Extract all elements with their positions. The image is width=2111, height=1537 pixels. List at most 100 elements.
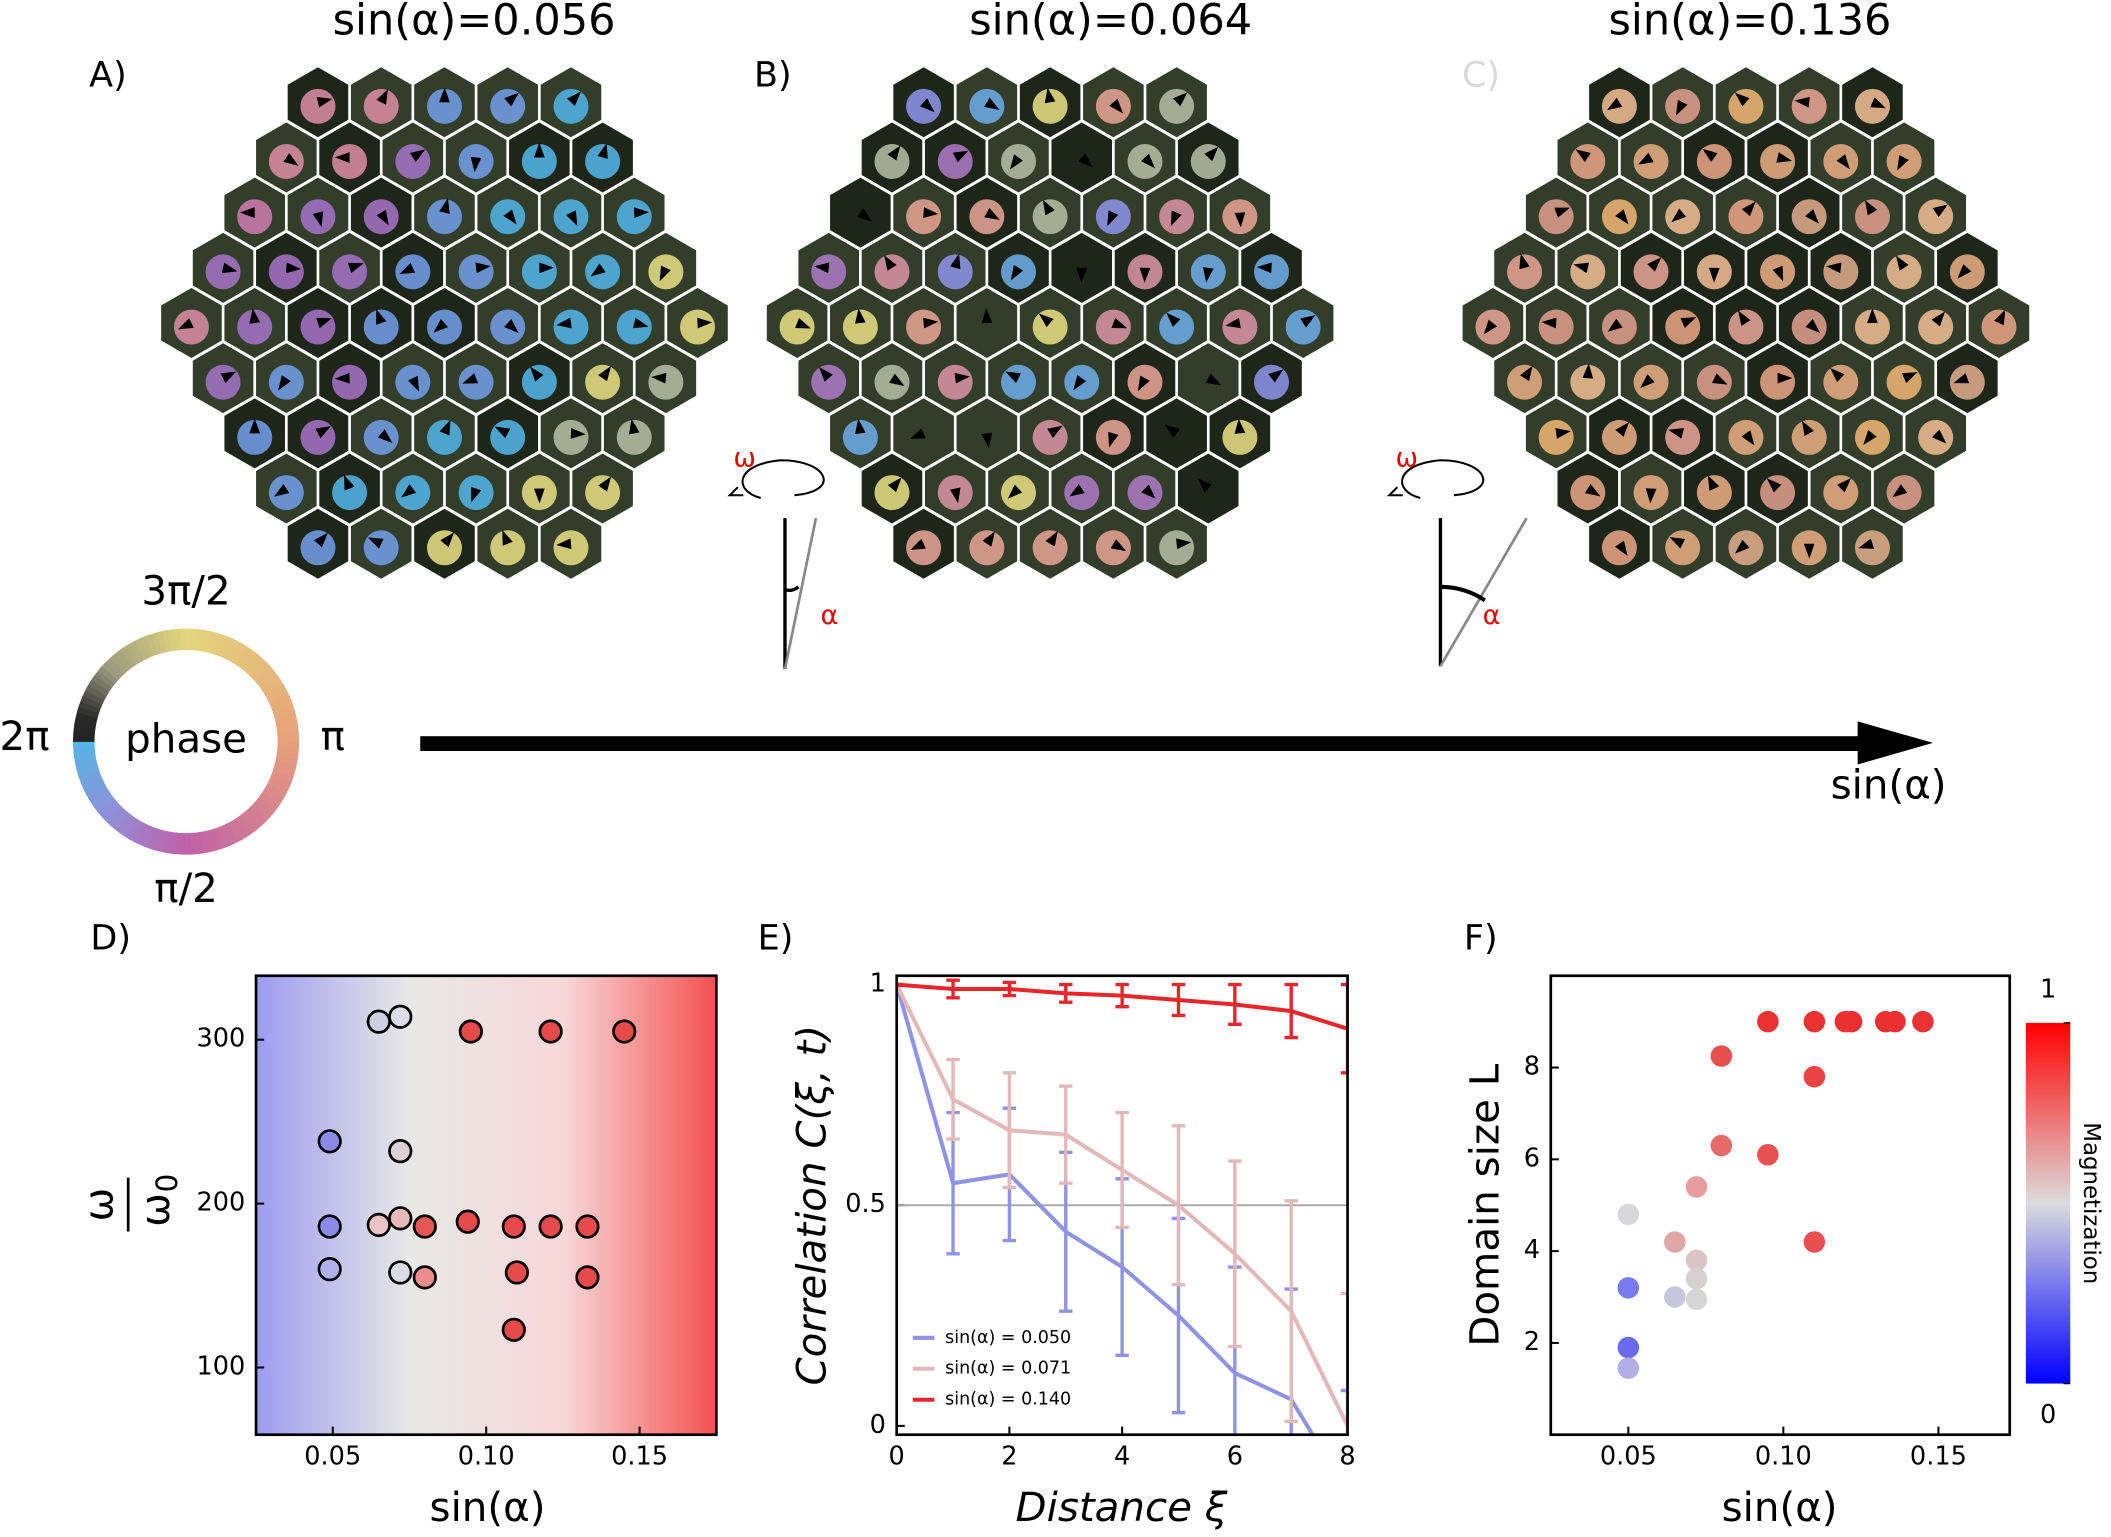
point — [1685, 1267, 1708, 1290]
point — [388, 1206, 413, 1231]
x-tick-label: 0.10 — [1755, 1442, 1812, 1472]
point — [366, 1009, 391, 1034]
point — [1617, 1203, 1640, 1226]
point — [388, 1260, 413, 1285]
point — [388, 1004, 413, 1029]
point — [366, 1212, 391, 1238]
point — [612, 1019, 637, 1044]
point — [1685, 1288, 1708, 1311]
error-bar — [1002, 980, 1017, 998]
point — [575, 1214, 600, 1239]
point — [1617, 1357, 1640, 1379]
point — [1685, 1249, 1708, 1272]
panel-label: C) — [1462, 56, 1500, 96]
error-bar — [1228, 982, 1242, 1026]
y-tick-label: 0 — [870, 1410, 886, 1440]
x-tick-label: 2 — [1001, 1442, 1017, 1472]
point — [1803, 1231, 1826, 1253]
point — [1912, 1010, 1934, 1033]
svg-text:0: 0 — [150, 1174, 184, 1193]
x-axis-label: Distance ξ — [1016, 1484, 1228, 1531]
y-axis-label: ω ω0 — [75, 1174, 184, 1232]
legend-label: sin(α) = 0.071 — [945, 1359, 1071, 1379]
y-tick-label: 8 — [1524, 1052, 1540, 1082]
x-tick-label: 0 — [889, 1442, 905, 1472]
point — [1757, 1143, 1779, 1166]
colorbar-tick-label: 1 — [2040, 975, 2056, 1005]
point — [1840, 1010, 1863, 1033]
plot-area — [896, 978, 1348, 1435]
phase-center-label: phase — [125, 716, 247, 763]
error-bar — [1115, 982, 1129, 1009]
point — [412, 1214, 437, 1239]
plot-frame — [254, 974, 718, 1437]
arrow-label: sin(α) — [1831, 761, 1947, 808]
error-bar — [1171, 1124, 1186, 1287]
point — [388, 1139, 413, 1164]
point — [1803, 1065, 1826, 1088]
x-tick-label: 0.15 — [611, 1442, 668, 1472]
error-bar — [1171, 982, 1186, 1018]
point — [458, 1019, 483, 1044]
y-tick-label: 300 — [196, 1024, 245, 1054]
svg-text:ω: ω — [132, 1193, 179, 1227]
x-axis-label: sin(α) — [430, 1484, 546, 1531]
point — [1757, 1010, 1779, 1033]
x-tick-label: 4 — [1114, 1442, 1130, 1472]
alpha-label: α — [821, 600, 839, 631]
colorbar-tick-label: 0 — [2040, 1400, 2056, 1430]
y-tick-label: 4 — [1524, 1235, 1540, 1265]
point — [1803, 1010, 1826, 1033]
phase-label: π/2 — [154, 865, 218, 912]
error-bar — [946, 978, 960, 1000]
omega-label: ω — [733, 442, 756, 473]
x-tick-label: 0.15 — [1910, 1442, 1967, 1472]
direction-arrow — [420, 721, 1934, 765]
point — [412, 1265, 437, 1290]
error-bar — [1284, 1199, 1298, 1424]
point — [1617, 1336, 1640, 1359]
panel-label: F) — [1464, 918, 1498, 958]
panel-label: D) — [90, 918, 131, 958]
error-bar — [946, 1057, 960, 1141]
x-tick-label: 0.05 — [304, 1442, 361, 1472]
error-bar — [1002, 1071, 1017, 1190]
phase-label: 2π — [0, 713, 50, 760]
y-axis-label: Correlation C(ξ, t) — [789, 1025, 836, 1386]
x-axis-label: sin(α) — [1722, 1484, 1838, 1531]
error-bar — [1340, 982, 1348, 1075]
panel-title: sin(α)=0.064 — [969, 0, 1252, 45]
point — [317, 1214, 342, 1239]
point — [1664, 1286, 1686, 1308]
x-tick-label: 8 — [1339, 1442, 1355, 1472]
y-tick-label: 100 — [196, 1352, 245, 1382]
svg-text:ω: ω — [75, 1188, 122, 1222]
y-tick-label: 0.5 — [845, 1189, 886, 1219]
alpha-label: α — [1483, 600, 1501, 631]
point — [538, 1214, 563, 1239]
x-tick-label: 6 — [1227, 1442, 1243, 1472]
error-bar — [1340, 1291, 1348, 1435]
colorbar — [2025, 1022, 2071, 1384]
y-tick-label: 2 — [1524, 1327, 1540, 1357]
panel-label: B) — [754, 56, 792, 96]
point — [1685, 1176, 1708, 1198]
y-tick-label: 6 — [1524, 1143, 1540, 1173]
phase-label: π — [321, 713, 345, 760]
x-tick-label: 0.10 — [458, 1442, 515, 1472]
point — [538, 1019, 563, 1044]
point — [1710, 1045, 1733, 1067]
y-axis-label: Domain size L — [1462, 1063, 1509, 1347]
point — [504, 1260, 529, 1285]
error-bar — [1284, 982, 1298, 1040]
plot-frame — [1549, 974, 2012, 1437]
panel-title: sin(α)=0.136 — [1609, 0, 1892, 45]
point — [501, 1214, 526, 1239]
panel-label: A) — [89, 56, 127, 96]
legend-label: sin(α) = 0.050 — [945, 1328, 1071, 1348]
phase-label: 3π/2 — [141, 568, 230, 615]
point — [317, 1257, 342, 1282]
hex-photo — [161, 67, 728, 579]
point — [575, 1265, 600, 1290]
